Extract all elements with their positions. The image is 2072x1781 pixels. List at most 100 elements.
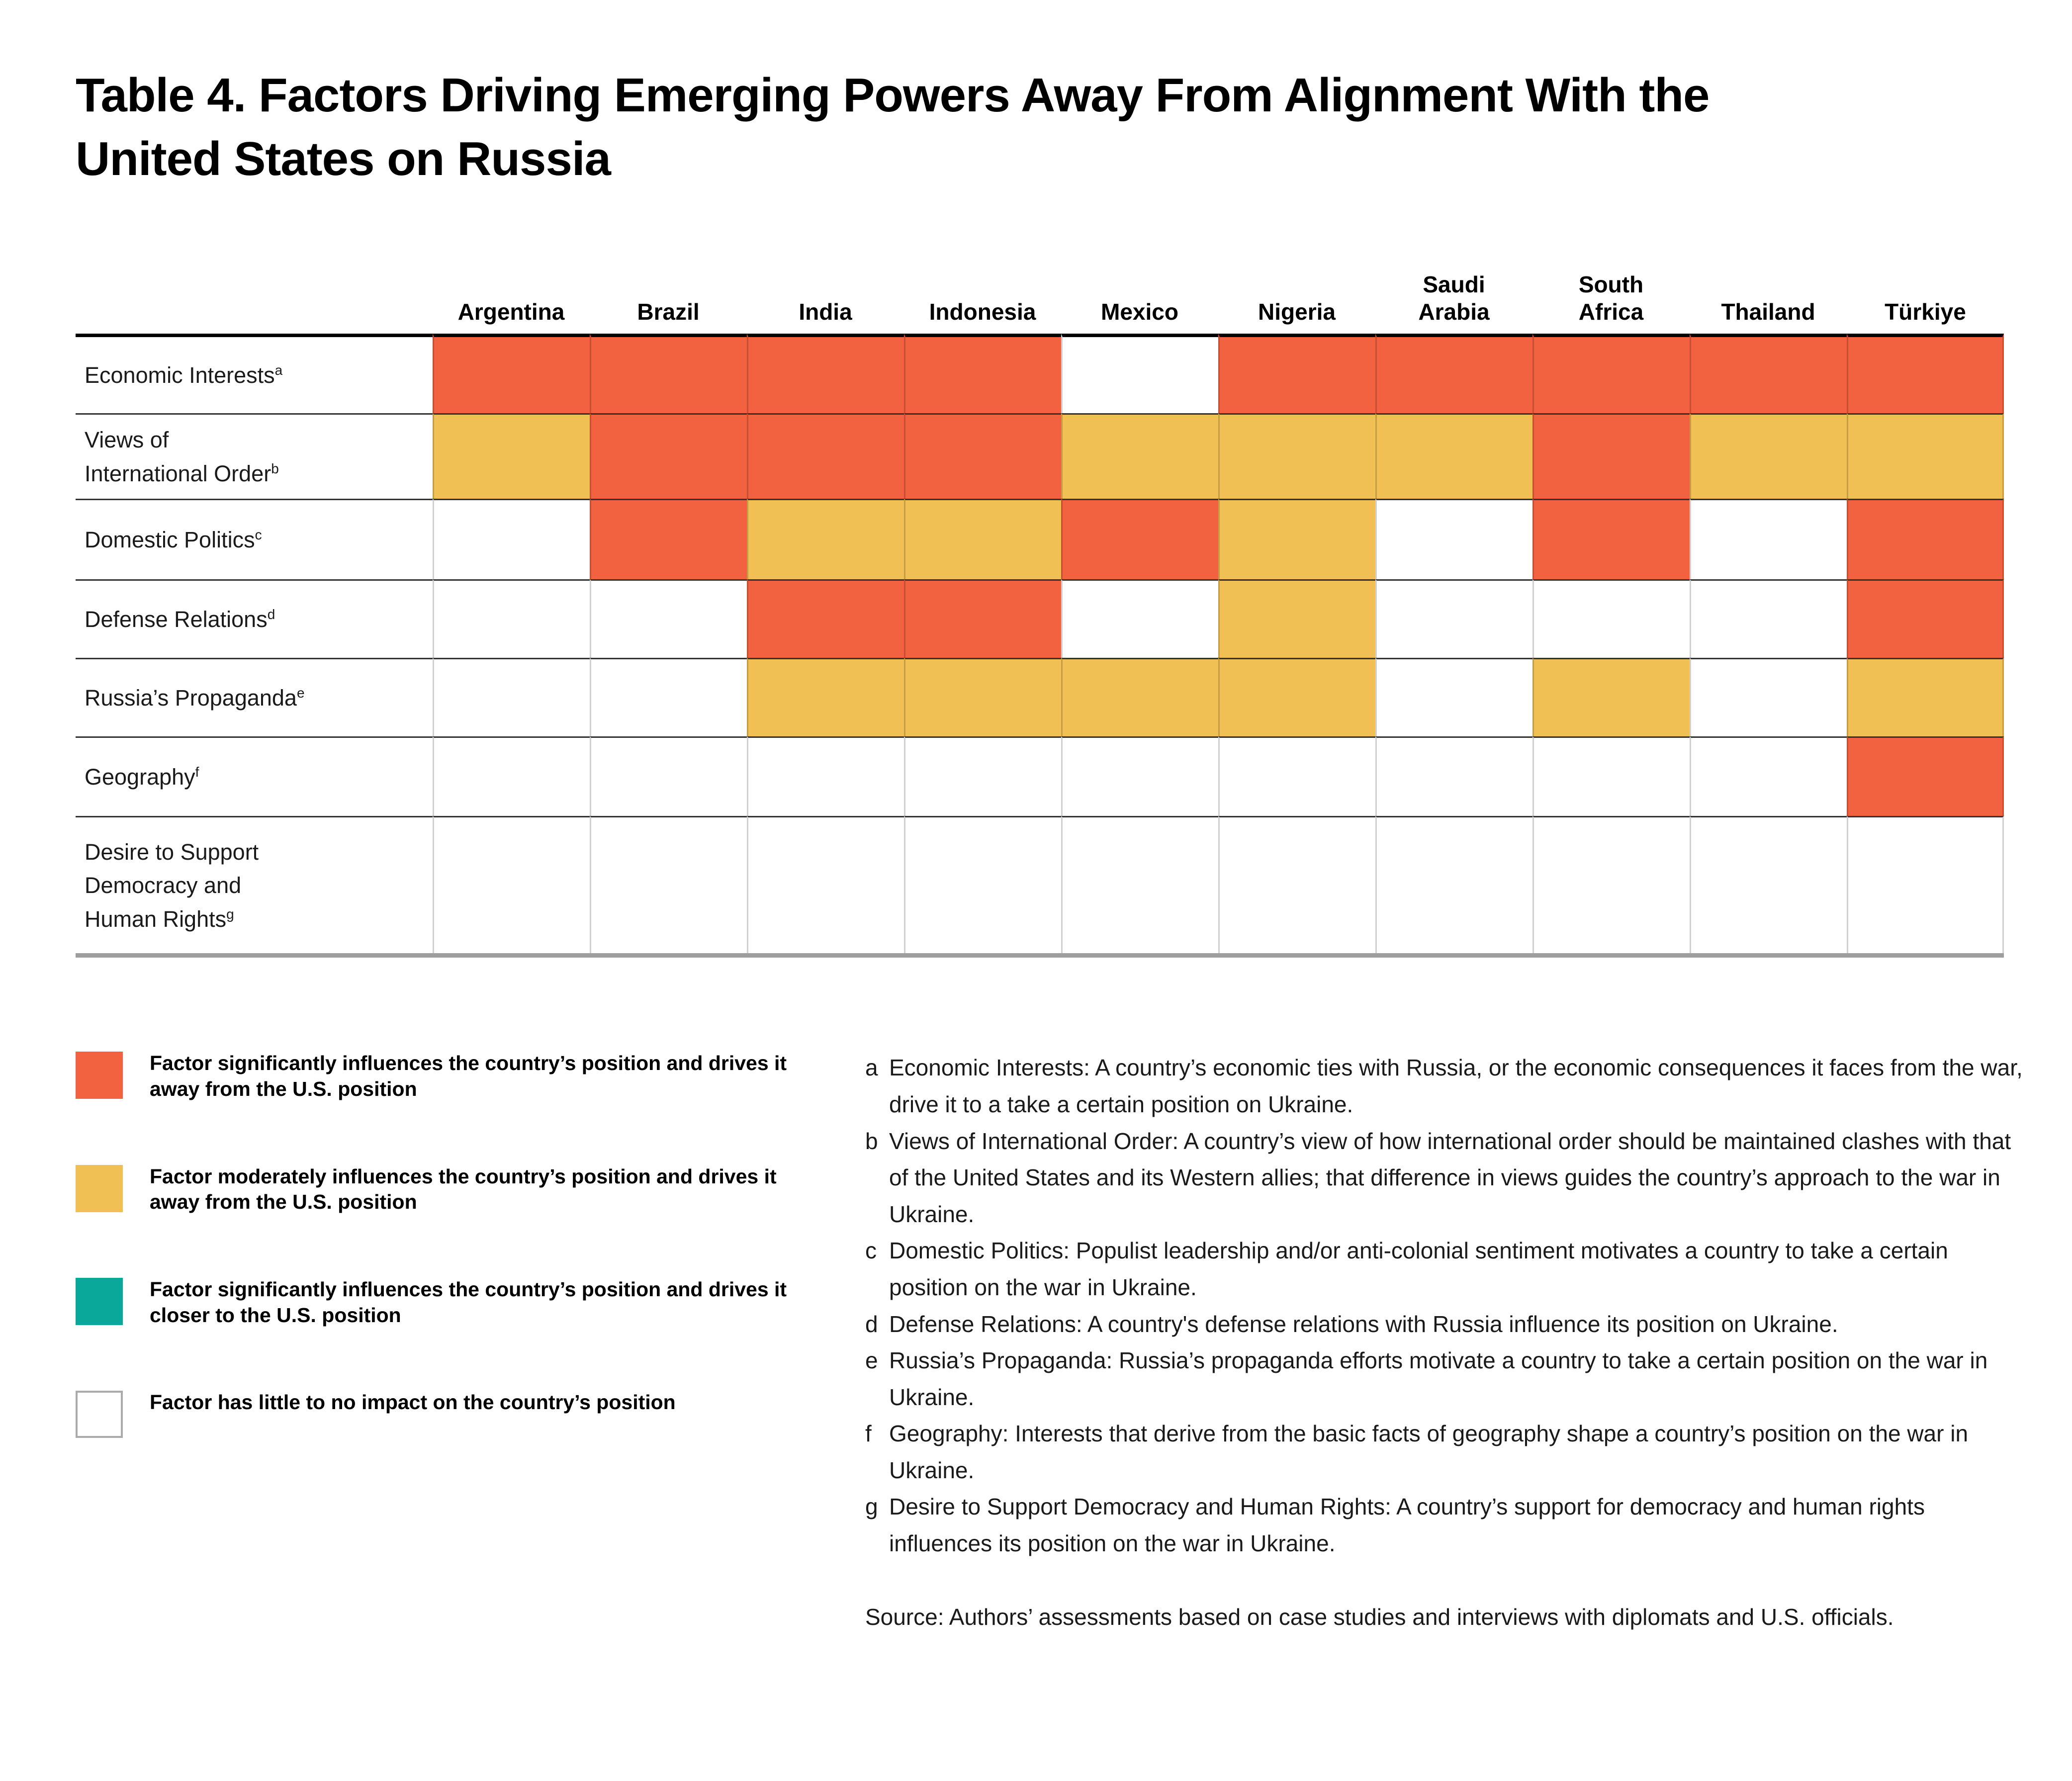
cell-thailand-e-none — [1690, 658, 1847, 737]
cell-thailand-b-moderate — [1690, 413, 1847, 499]
legend: Factor significantly influences the coun… — [76, 1050, 788, 1635]
cell-brazil-e-none — [590, 658, 747, 737]
cell-south-africa-e-moderate — [1532, 658, 1690, 737]
cell-south-africa-g-none — [1532, 816, 1690, 954]
cell-brazil-g-none — [590, 816, 747, 954]
legend-swatch-significant — [76, 1052, 123, 1099]
cell-thailand-g-none — [1690, 816, 1847, 954]
footnote-g: g Desire to Support Democracy and Human R… — [865, 1489, 2032, 1562]
cell-mexico-a-none — [1061, 334, 1218, 414]
cell-thailand-c-none — [1690, 499, 1847, 580]
footnote-text-g: Desire to Support Democracy and Human Ri… — [889, 1494, 1925, 1557]
cell-t-rkiye-e-moderate — [1847, 658, 2004, 737]
legend-swatch-moderate — [76, 1164, 123, 1212]
footnote-e: e Russia’s Propaganda: Russia’s propagand… — [865, 1342, 2032, 1416]
cell-india-c-moderate — [747, 499, 904, 580]
cell-india-b-significant — [747, 413, 904, 499]
cell-thailand-a-significant — [1690, 334, 1847, 414]
cell-mexico-f-none — [1061, 736, 1218, 816]
cell-mexico-e-moderate — [1061, 658, 1218, 737]
cell-india-g-none — [747, 816, 904, 954]
row-label-domestic-politics: Domestic Politicsc — [76, 499, 433, 579]
cell-mexico-d-none — [1061, 579, 1218, 658]
cell-saudi-arabia-e-none — [1375, 658, 1532, 737]
legend-item-none: Factor has little to no impact on the co… — [76, 1389, 788, 1438]
source-note: Source: Authors’ assessments based on ca… — [865, 1603, 1894, 1630]
footnote-text-a: Economic Interests: A country’s economic… — [889, 1055, 2023, 1117]
column-header-indonesia: Indonesia — [929, 299, 1036, 325]
cell-argentina-e-none — [433, 658, 590, 737]
cell-brazil-b-significant — [590, 413, 747, 499]
row-label-views-of-international-order: Views of International Orderb — [76, 413, 433, 499]
row-label-geography: Geographyf — [76, 736, 433, 816]
footnote-d: d Defense Relations: A country's defense … — [865, 1306, 2032, 1343]
cell-mexico-c-significant — [1061, 499, 1218, 580]
cell-indonesia-g-none — [904, 816, 1061, 954]
cell-mexico-g-none — [1061, 816, 1218, 954]
corner-cell — [76, 250, 433, 334]
footnote-text-f: Geography: Interests that derive from th… — [889, 1421, 1969, 1483]
cell-nigeria-c-moderate — [1218, 499, 1375, 580]
cell-nigeria-g-none — [1218, 816, 1375, 954]
cell-brazil-f-none — [590, 736, 747, 816]
footnote-letter-c: c — [865, 1238, 877, 1264]
cell-mexico-b-moderate — [1061, 413, 1218, 499]
cell-saudi-arabia-b-moderate — [1375, 413, 1532, 499]
cell-nigeria-d-moderate — [1218, 579, 1375, 658]
legend-label-closer: Factor significantly influences the coun… — [150, 1277, 787, 1327]
footnote-text-e: Russia’s Propaganda: Russia’s propaganda… — [889, 1347, 1988, 1410]
cell-t-rkiye-a-significant — [1847, 334, 2004, 414]
footnote-text-b: Views of International Order: A country’… — [889, 1128, 2011, 1227]
legend-item-closer: Factor significantly influences the coun… — [76, 1276, 788, 1328]
row-label-defense-relations: Defense Relationsd — [76, 579, 433, 658]
cell-saudi-arabia-a-significant — [1375, 334, 1532, 414]
cell-india-f-none — [747, 736, 904, 816]
legend-label-significant: Factor significantly influences the coun… — [150, 1052, 787, 1100]
column-header-saudi-arabia: Saudi Arabia — [1418, 271, 1490, 325]
row-label-economic-interests: Economic Interestsa — [76, 334, 433, 413]
cell-nigeria-b-moderate — [1218, 413, 1375, 499]
cell-indonesia-c-moderate — [904, 499, 1061, 580]
cell-argentina-g-none — [433, 816, 590, 954]
cell-argentina-a-significant — [433, 334, 590, 414]
cell-indonesia-b-significant — [904, 413, 1061, 499]
footnote-c: c Domestic Politics: Populist leadership … — [865, 1233, 2032, 1306]
cell-saudi-arabia-g-none — [1375, 816, 1532, 954]
footnotes: a Economic Interests: A country’s economi… — [865, 1050, 2032, 1635]
footnote-marker-g: g — [226, 906, 234, 922]
cell-brazil-d-none — [590, 579, 747, 658]
cell-thailand-f-none — [1690, 736, 1847, 816]
footnote-f: f Geography: Interests that derive from t… — [865, 1416, 2032, 1489]
footnote-marker-e: e — [296, 685, 305, 701]
column-header-argentina: Argentina — [457, 299, 565, 325]
cell-t-rkiye-c-significant — [1847, 499, 2004, 580]
cell-t-rkiye-g-none — [1847, 816, 2004, 954]
legend-label-moderate: Factor moderately influences the country… — [150, 1164, 777, 1214]
legend-swatch-none — [76, 1391, 123, 1438]
cell-argentina-f-none — [433, 736, 590, 816]
cell-thailand-d-none — [1690, 579, 1847, 658]
column-header-t-rkiye: Türkiye — [1885, 299, 1966, 325]
footnote-letter-b: b — [865, 1128, 878, 1154]
footnote-letter-g: g — [865, 1494, 878, 1520]
cell-indonesia-a-significant — [904, 334, 1061, 414]
table-title-line1: Table 4. Factors Driving Emerging Powers… — [76, 69, 1710, 122]
column-header-mexico: Mexico — [1101, 299, 1178, 325]
column-header-india: India — [799, 299, 852, 325]
cell-south-africa-f-none — [1532, 736, 1690, 816]
table-title-line2: United States on Russia — [76, 132, 611, 185]
footnote-marker-a: a — [274, 362, 283, 378]
cell-saudi-arabia-f-none — [1375, 736, 1532, 816]
cell-t-rkiye-d-significant — [1847, 579, 2004, 658]
footnote-text-c: Domestic Politics: Populist leadership a… — [889, 1238, 1948, 1300]
cell-south-africa-a-significant — [1532, 334, 1690, 414]
cell-south-africa-c-significant — [1532, 499, 1690, 580]
cell-indonesia-d-significant — [904, 579, 1061, 658]
cell-argentina-d-none — [433, 579, 590, 658]
factors-table: Argentina Brazil India Indonesia Mexico Niger… — [76, 250, 2004, 958]
cell-t-rkiye-b-moderate — [1847, 413, 2004, 499]
cell-nigeria-a-significant — [1218, 334, 1375, 414]
footnote-letter-a: a — [865, 1055, 878, 1081]
factors-grid: Argentina Brazil India Indonesia Mexico Niger… — [76, 250, 2004, 954]
